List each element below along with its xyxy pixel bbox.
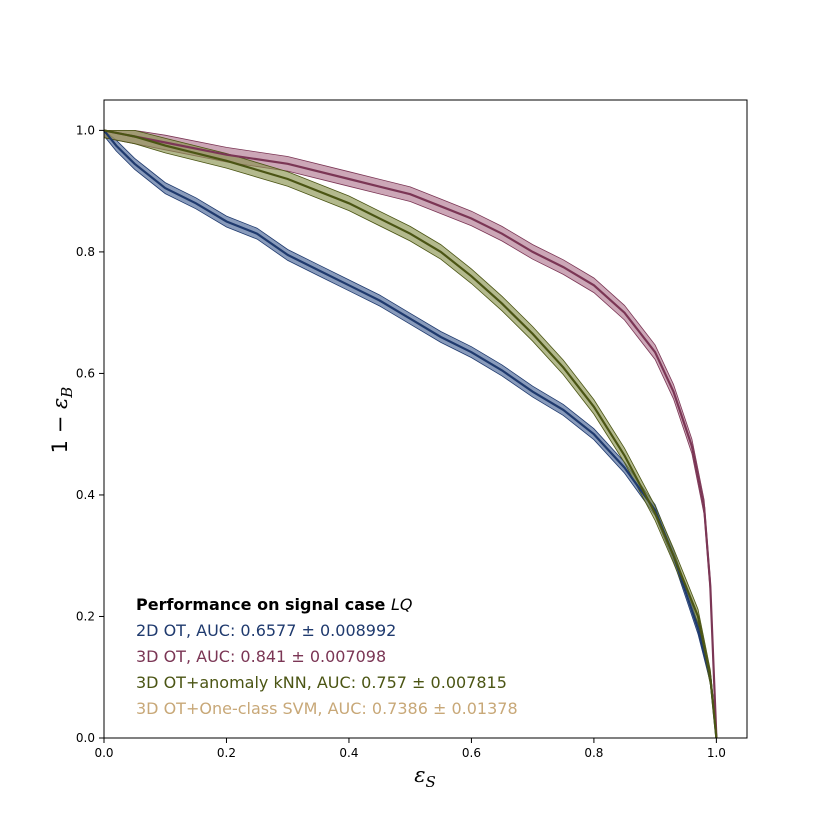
x-tick-label: 0.8 <box>584 746 603 760</box>
y-axis-label-base: ε <box>48 398 72 409</box>
x-axis-label-sub: S <box>426 773 436 791</box>
series-lines <box>103 129 718 739</box>
x-axis-label: εS <box>414 763 436 791</box>
y-tick-label: 0.4 <box>76 488 95 502</box>
x-axis-label-base: ε <box>414 763 425 787</box>
y-tick-label: 0.8 <box>76 245 95 259</box>
legend-entry-3d-ot-svm: 3D OT+One-class SVM, AUC: 0.7386 ± 0.013… <box>136 699 518 718</box>
series-line-1 <box>103 129 718 739</box>
legend: Performance on signal case LQ 2D OT, AUC… <box>136 595 518 718</box>
y-axis-label-sub: B <box>58 387 76 399</box>
legend-entry-2d-ot: 2D OT, AUC: 0.6577 ± 0.008992 <box>136 621 396 640</box>
plot-area-frame <box>103 99 748 739</box>
y-tick-label: 0.0 <box>76 731 95 745</box>
x-tick-label: 0.6 <box>462 746 481 760</box>
y-tick-label: 0.2 <box>76 609 95 623</box>
legend-title: Performance on signal case LQ <box>136 595 412 614</box>
series-line-2 <box>103 129 718 739</box>
x-axis-ticks: 0.0 0.2 0.4 0.6 0.8 1.0 <box>94 738 726 760</box>
legend-entry-3d-ot: 3D OT, AUC: 0.841 ± 0.007098 <box>136 647 386 666</box>
x-tick-label: 1.0 <box>707 746 726 760</box>
legend-entry-3d-ot-knn: 3D OT+anomaly kNN, AUC: 0.757 ± 0.007815 <box>136 673 507 692</box>
y-tick-label: 1.0 <box>76 123 95 137</box>
y-axis-label-prefix: 1 − <box>48 409 72 453</box>
x-tick-label: 0.0 <box>94 746 113 760</box>
y-tick-label: 0.6 <box>76 366 95 380</box>
y-axis-label: 1 − εB <box>48 387 76 454</box>
y-axis-ticks: 0.0 0.2 0.4 0.6 0.8 1.0 <box>76 123 104 745</box>
x-tick-label: 0.2 <box>217 746 236 760</box>
x-tick-label: 0.4 <box>339 746 358 760</box>
legend-title-italic: LQ <box>391 595 413 614</box>
legend-title-text: Performance on signal case <box>136 595 386 614</box>
